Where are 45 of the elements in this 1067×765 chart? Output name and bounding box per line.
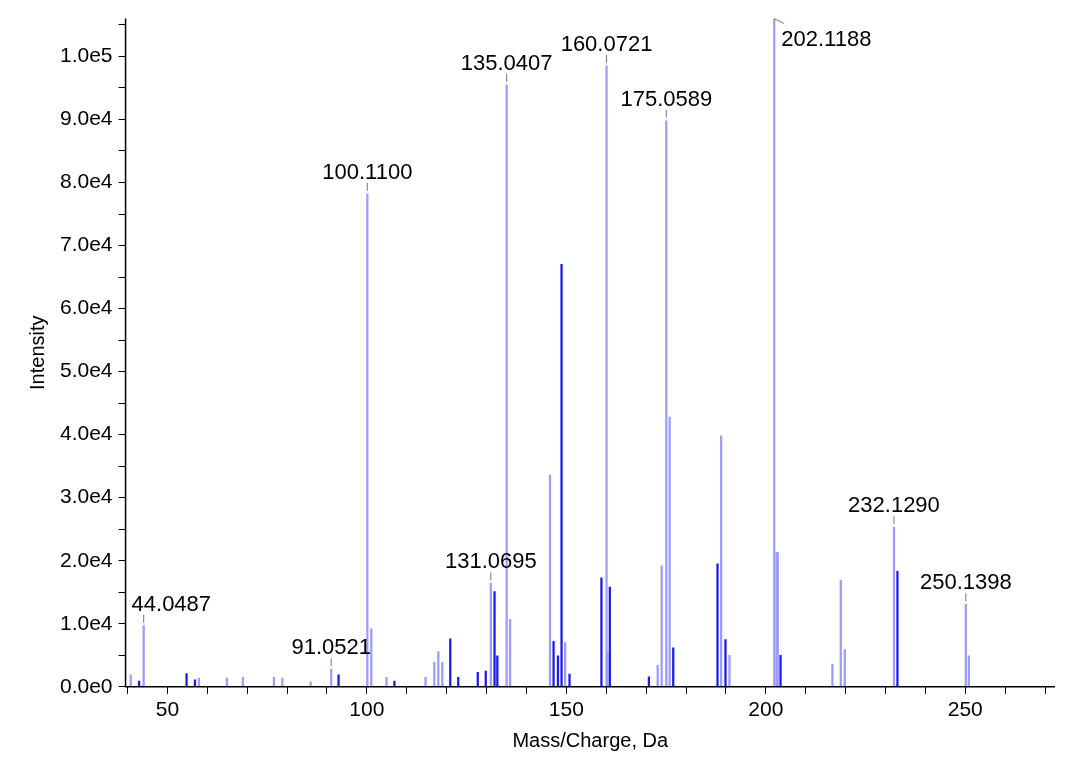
y-tick-label: 6.0e4 [59, 295, 113, 319]
x-tick-label: 100 [349, 697, 385, 721]
annotation: 131.0695 [444, 548, 537, 574]
y-tick-label: 3.0e4 [59, 484, 113, 508]
annotation: 250.1398 [919, 569, 1012, 595]
y-tick-label: 7.0e4 [59, 232, 113, 256]
bar [385, 677, 388, 687]
y-tick-label: 1.0e4 [59, 610, 113, 634]
bar [393, 680, 396, 687]
y-axis-title: Intensity [25, 315, 48, 390]
bar [896, 571, 899, 687]
bar [568, 673, 571, 687]
bar [424, 677, 427, 687]
bar [552, 641, 555, 687]
x-axis-title: Mass/Charge, Da [512, 728, 669, 751]
bar [605, 65, 608, 687]
annotation: 202.1188 [781, 25, 872, 51]
bar [600, 577, 603, 687]
annotation: 135.0407 [460, 49, 553, 75]
bar [724, 639, 727, 687]
x-tick-label: 250 [947, 697, 983, 721]
bar [185, 673, 188, 687]
x-tick-label: 50 [155, 697, 180, 721]
y-tick-label: 2.0e4 [59, 547, 113, 571]
annotation: 91.0521 [291, 634, 371, 660]
annotation: 100.1100 [322, 158, 413, 184]
x-tick-label: 150 [548, 697, 584, 721]
bar [728, 654, 731, 687]
bar [779, 654, 782, 687]
y-tick-label: 9.0e4 [59, 106, 113, 130]
annotation: 232.1290 [848, 492, 940, 518]
annotation: 44.0487 [131, 590, 212, 616]
annotation: 160.0721 [560, 30, 653, 56]
bar [493, 591, 496, 687]
x-tick-label: 200 [748, 697, 784, 721]
annotation: 175.0589 [620, 85, 713, 111]
bar [716, 563, 719, 687]
y-tick-label: 8.0e4 [59, 169, 113, 193]
bar [337, 674, 340, 687]
bar [560, 264, 563, 687]
y-tick-label: 5.0e4 [59, 358, 113, 382]
bar [831, 663, 834, 687]
y-tick-label: 1.0e5 [59, 43, 113, 67]
y-tick-label: 0.0e0 [59, 673, 113, 697]
y-tick-label: 4.0e4 [59, 421, 113, 445]
